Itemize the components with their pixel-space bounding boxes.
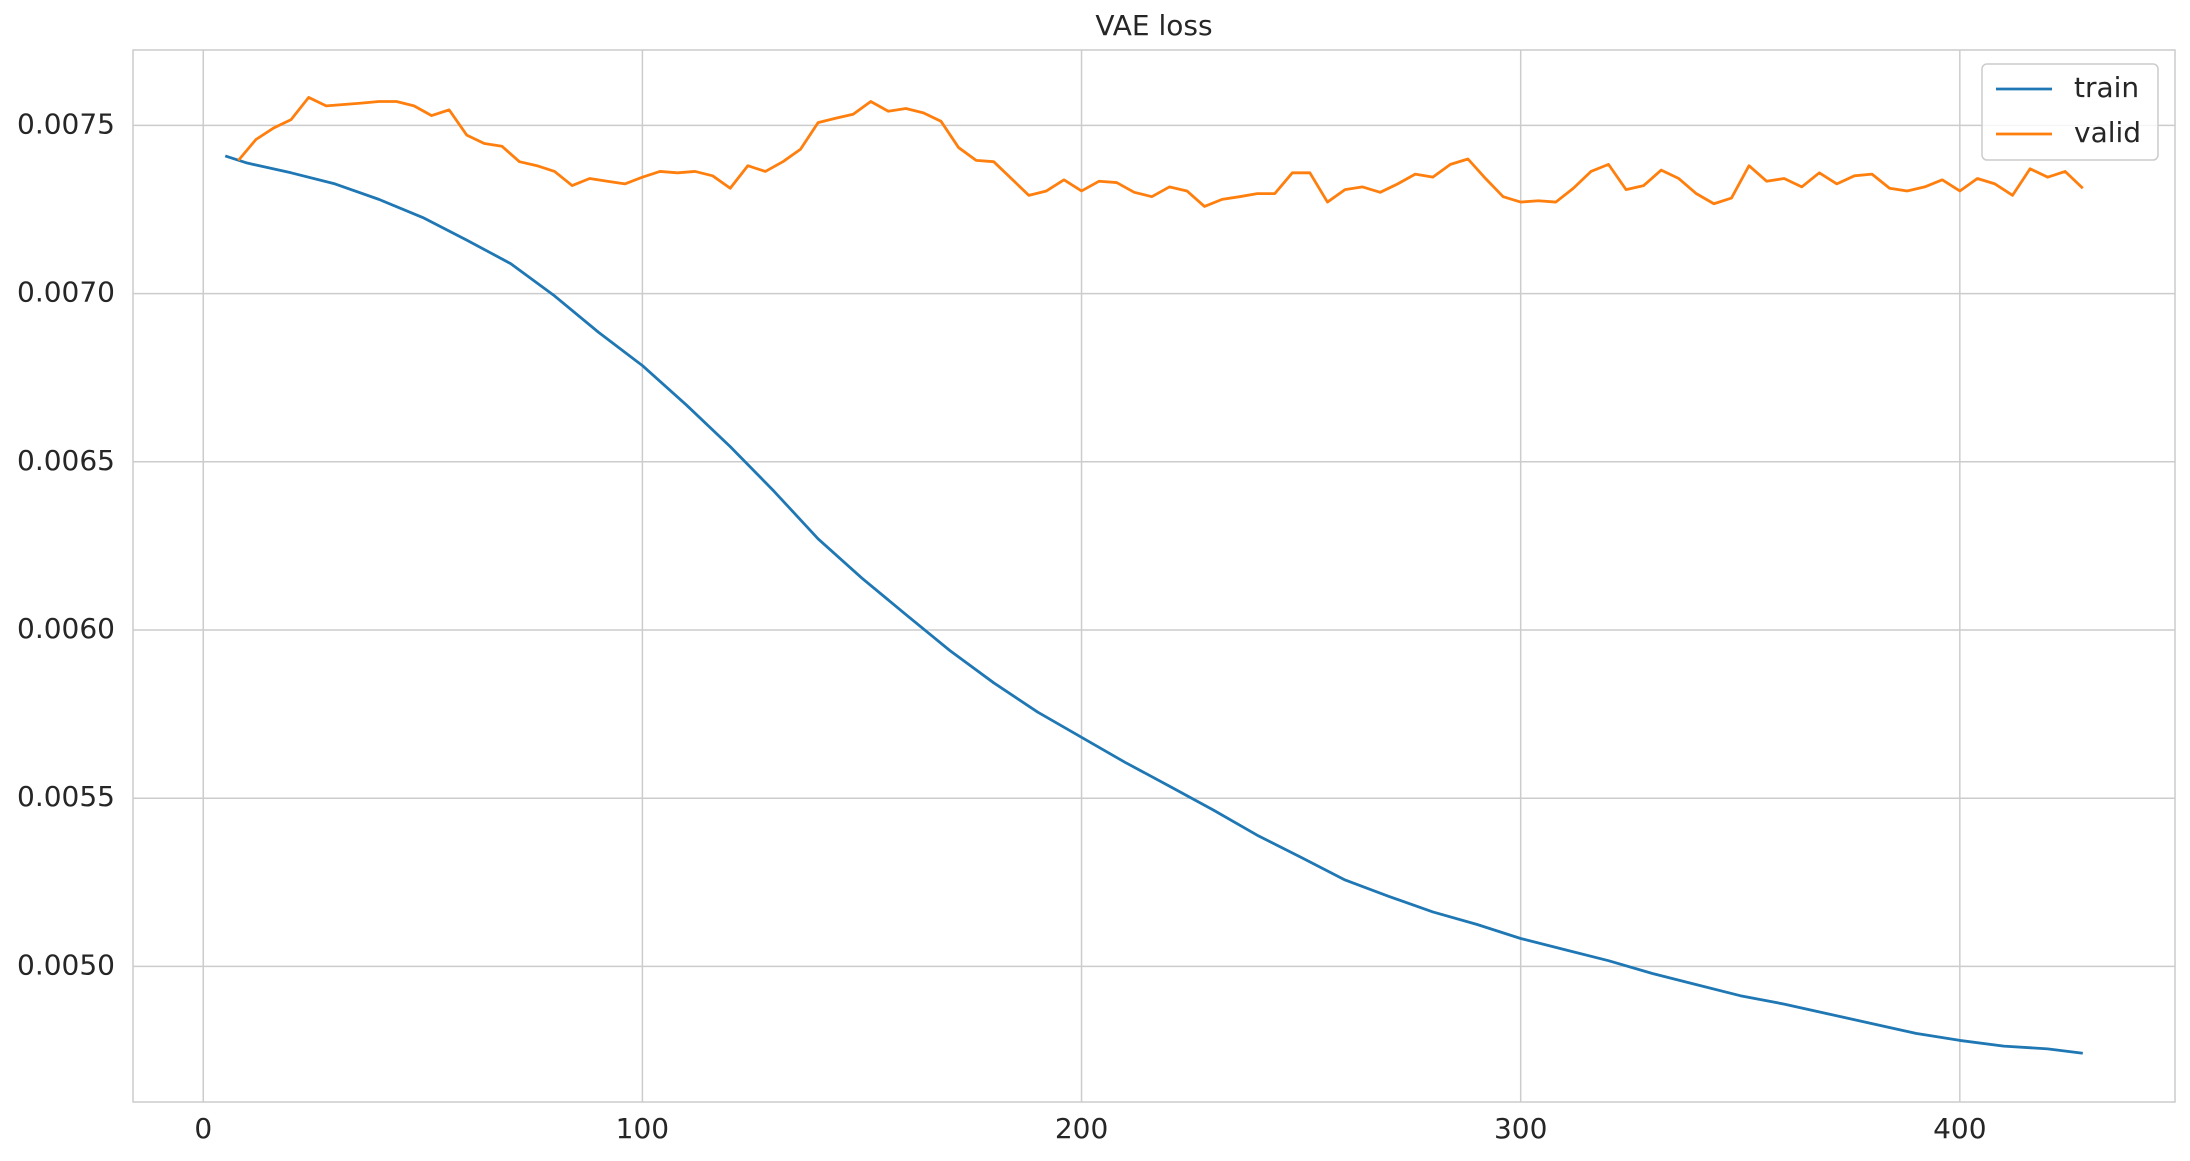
x-tick-label: 400 (1933, 1112, 1986, 1145)
y-tick-label: 0.0060 (17, 612, 115, 645)
chart-title: VAE loss (1095, 9, 1212, 42)
legend-label: train (2074, 71, 2139, 104)
y-tick-label: 0.0065 (17, 444, 115, 477)
y-tick-label: 0.0075 (17, 107, 115, 140)
x-tick-label: 100 (616, 1112, 669, 1145)
x-tick-label: 200 (1055, 1112, 1108, 1145)
plot-frame (132, 49, 2176, 1103)
y-tick-label: 0.0055 (17, 780, 115, 813)
line-series (237, 96, 2084, 208)
y-tick-label: 0.0050 (17, 948, 115, 981)
legend-label: valid (2074, 116, 2141, 149)
y-tick-label: 0.0070 (17, 276, 115, 309)
line-series (224, 154, 2083, 1055)
x-tick-label: 300 (1494, 1112, 1547, 1145)
x-tick-label: 0 (194, 1112, 212, 1145)
